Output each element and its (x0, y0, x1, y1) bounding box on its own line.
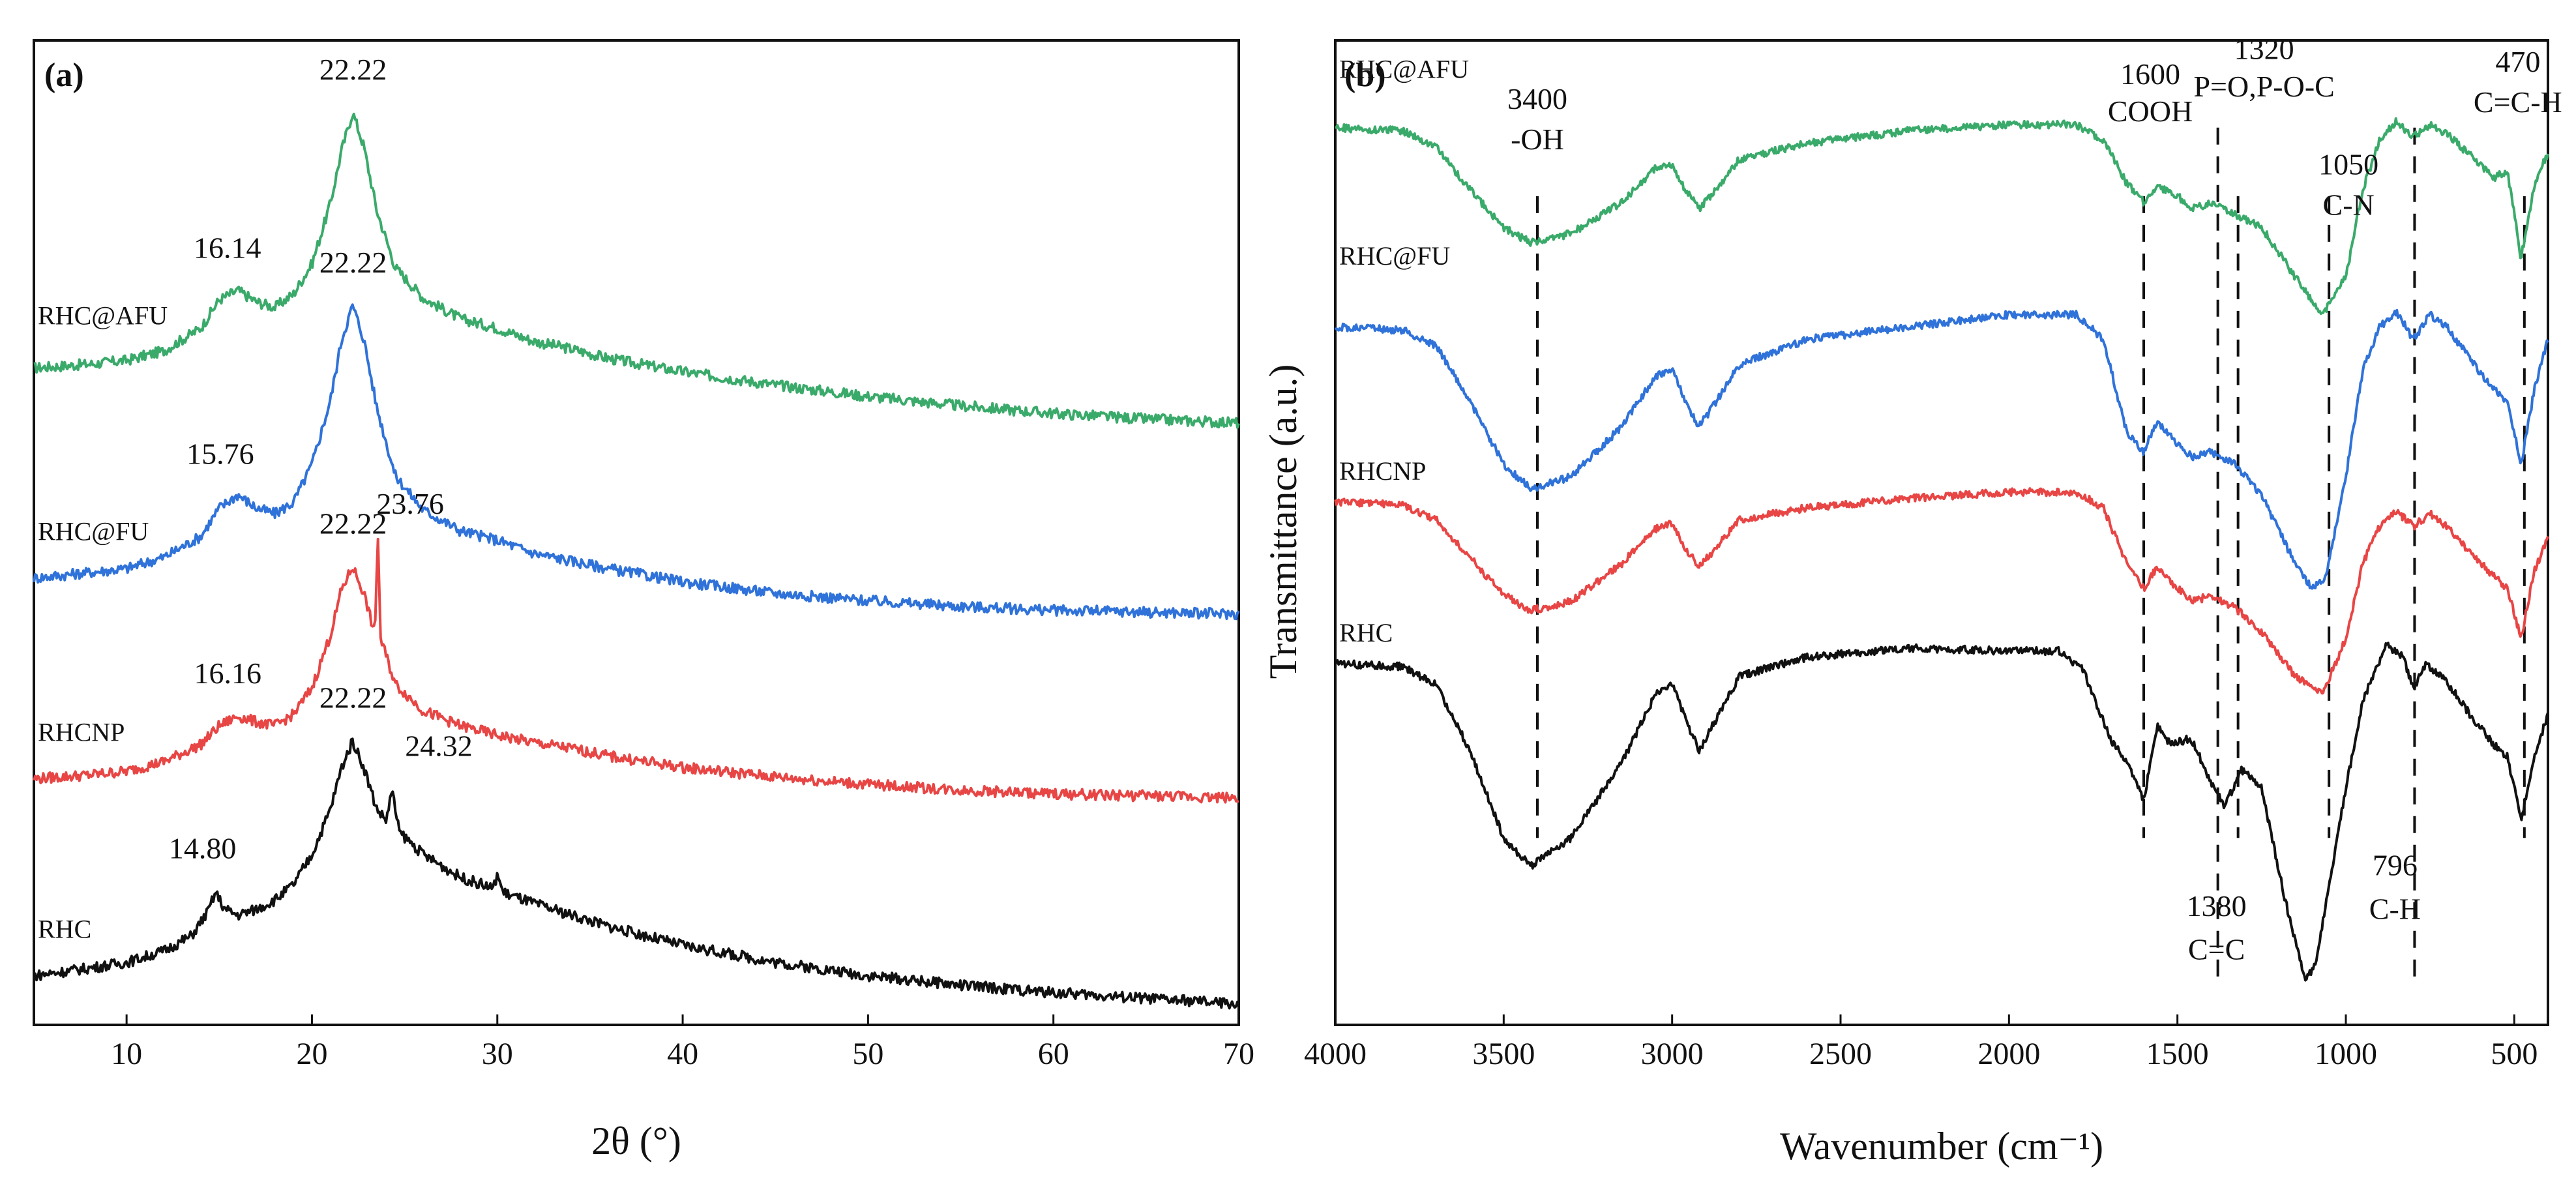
ftir-panel: (b) Wavenumber (cm⁻¹) Transmittance (a.u… (1262, 33, 2562, 1168)
ftir-series-rhc-fu (1334, 308, 2549, 590)
ftir-band-group-1600: COOH (2108, 95, 2193, 128)
xrd-series-label-rhc: RHC (38, 914, 91, 943)
ftir-x-tick-label-1500: 1500 (2146, 1037, 2209, 1071)
ftir-x-ticks: 4000 3500 3000 2500 2000 1500 1000 500 (1304, 1014, 2538, 1071)
ftir-x-tick-label-4000: 4000 (1304, 1037, 1367, 1071)
xrd-peak-label-rhcnp-23-76: 23.76 (376, 487, 444, 520)
ftir-x-tick-label-3000: 3000 (1641, 1037, 1704, 1071)
xrd-peak-label-rhc-24-32: 24.32 (405, 730, 473, 763)
xrd-x-tick-label-60: 60 (1038, 1037, 1069, 1071)
xrd-series-rhc (33, 737, 1240, 1010)
ftir-band-number-796: 796 (2373, 849, 2418, 882)
xrd-x-ticks: 10 20 30 40 50 60 70 (111, 1014, 1254, 1071)
ftir-band-number-3400: 3400 (1507, 82, 1567, 115)
ftir-band-number-1380: 1380 (2187, 889, 2247, 923)
xrd-peak-label-rhc-afu-22-22: 22.22 (319, 53, 387, 86)
ftir-series-labels: RHC@AFU RHC@FU RHCNP RHC (1339, 54, 1469, 647)
ftir-x-tick-label-2500: 2500 (1809, 1037, 1872, 1071)
xrd-series-label-rhc-fu: RHC@FU (38, 517, 149, 546)
xrd-series-rhc-fu (33, 303, 1240, 621)
xrd-x-tick-label-30: 30 (482, 1037, 513, 1071)
xrd-series-rhcnp (33, 537, 1239, 804)
ftir-band-labels: 3400 -OH 1600 COOH 1380 C=C 1320 P=O,P-O-C 1050 C… (1507, 33, 2562, 966)
xrd-series-label-rhc-afu: RHC@AFU (38, 301, 168, 331)
ftir-plot-frame (1334, 39, 2549, 1026)
ftir-panel-label: (b) (1344, 57, 1386, 94)
ftir-x-tick-label-1000: 1000 (2315, 1037, 2377, 1071)
xrd-peak-label-rhc-22-22: 22.22 (319, 681, 387, 715)
xrd-peak-label-rhcnp-16-16: 16.16 (194, 657, 262, 690)
ftir-y-axis-title: Transmittance (a.u.) (1262, 364, 1305, 679)
ftir-x-tick-label-2000: 2000 (1977, 1037, 2040, 1071)
ftir-band-number-470: 470 (2495, 45, 2540, 78)
xrd-peak-label-rhcnp-22-22: 22.22 (319, 507, 387, 540)
ftir-series-rhcnp (1334, 487, 2549, 695)
ftir-band-number-1050: 1050 (2318, 147, 2378, 181)
ftir-band-group-1380: C=C (2188, 933, 2245, 966)
ftir-series-rhc (1334, 642, 2549, 982)
xrd-peak-label-rhc-afu-16-14: 16.14 (194, 231, 261, 264)
xrd-series-rhc-afu (33, 112, 1240, 429)
xrd-series-label-rhcnp: RHCNP (38, 717, 125, 746)
xrd-plot-frame (33, 39, 1240, 1026)
ftir-series-rhc-afu (1335, 117, 2549, 316)
ftir-band-group-1320: P=O,P-O-C (2193, 70, 2334, 103)
xrd-x-tick-label-50: 50 (852, 1037, 883, 1071)
xrd-series-labels: RHC@AFU RHC@FU RHCNP RHC (38, 301, 168, 944)
xrd-x-tick-label-10: 10 (111, 1037, 142, 1071)
xrd-panel-label: (a) (44, 57, 84, 94)
ftir-series-group (1334, 117, 2549, 982)
xrd-panel: (a) 2θ (°) 10 20 30 40 50 60 70 RHC@AFURHC@FUR… (33, 39, 1254, 1162)
ftir-series-label-rhc-afu: RHC@AFU (1339, 54, 1469, 83)
xrd-x-tick-label-20: 20 (296, 1037, 327, 1071)
ftir-band-markers (1536, 127, 2526, 988)
ftir-band-number-1600: 1600 (2120, 57, 2180, 91)
ftir-x-tick-label-500: 500 (2491, 1037, 2538, 1071)
xrd-peak-label-rhc-fu-15-76: 15.76 (186, 437, 254, 471)
ftir-band-group-3400: -OH (1511, 123, 1564, 156)
ftir-series-label-rhc: RHC (1339, 618, 1393, 647)
ftir-x-axis-title: Wavenumber (cm⁻¹) (1780, 1125, 2103, 1168)
xrd-series-group (33, 112, 1240, 1010)
ftir-band-group-470: C=C-H (2474, 85, 2562, 119)
ftir-band-group-796: C-H (2369, 893, 2421, 926)
ftir-x-tick-label-3500: 3500 (1472, 1037, 1535, 1071)
ftir-band-group-1050: C-N (2323, 188, 2375, 222)
ftir-band-number-1320: 1320 (2234, 33, 2294, 66)
xrd-x-axis-title: 2θ (°) (591, 1119, 681, 1162)
ftir-series-label-rhcnp: RHCNP (1339, 456, 1426, 486)
xrd-peak-labels: 16.1422.2215.7622.2216.1622.2223.7614.80… (169, 53, 473, 865)
xrd-peak-label-rhc-14-80: 14.80 (169, 831, 237, 864)
xrd-x-tick-label-70: 70 (1223, 1037, 1254, 1071)
xrd-x-tick-label-40: 40 (667, 1037, 698, 1071)
xrd-peak-label-rhc-fu-22-22: 22.22 (319, 246, 387, 279)
ftir-series-label-rhc-fu: RHC@FU (1339, 241, 1450, 271)
